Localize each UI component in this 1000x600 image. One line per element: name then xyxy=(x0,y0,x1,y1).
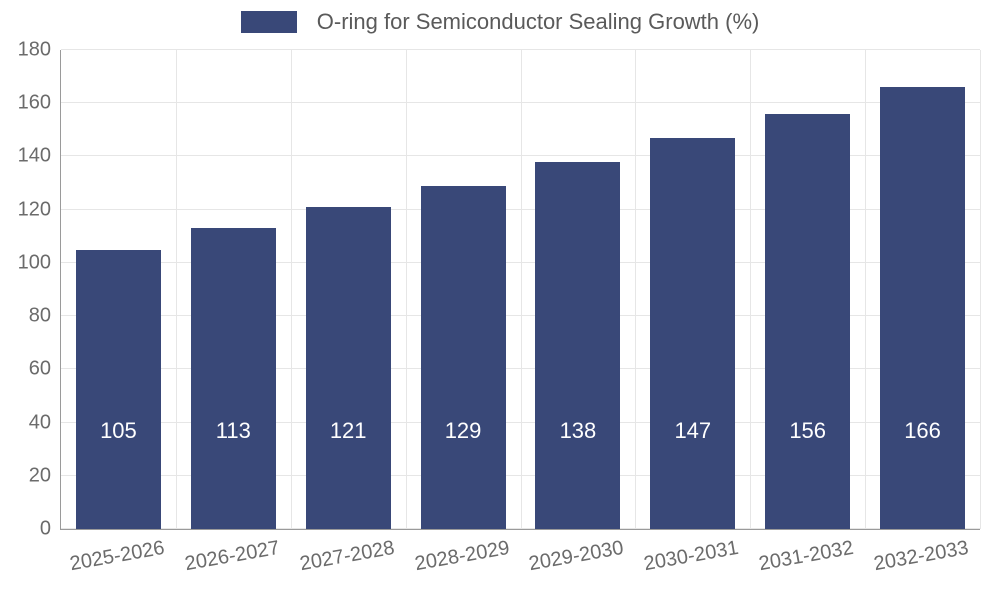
y-tick-label: 60 xyxy=(29,358,61,381)
bar: 166 xyxy=(880,87,965,529)
bar-value-label: 121 xyxy=(306,418,391,444)
legend-swatch xyxy=(241,11,297,33)
y-tick-label: 20 xyxy=(29,464,61,487)
x-tick-label: 2029-2030 xyxy=(526,529,626,576)
vgrid-line xyxy=(865,50,866,529)
bar: 105 xyxy=(76,250,161,529)
vgrid-line xyxy=(176,50,177,529)
vgrid-line xyxy=(750,50,751,529)
y-tick-label: 120 xyxy=(18,198,61,221)
x-tick-label: 2031-2032 xyxy=(756,529,856,576)
y-tick-label: 80 xyxy=(29,305,61,328)
vgrid-line xyxy=(635,50,636,529)
x-tick-label: 2030-2031 xyxy=(641,529,741,576)
plot-area: 0 20 40 60 80 100 120 140 160 180 105113… xyxy=(60,50,980,530)
bar: 129 xyxy=(421,186,506,529)
bar-value-label: 129 xyxy=(421,418,506,444)
bar: 121 xyxy=(306,207,391,529)
vgrid-line xyxy=(291,50,292,529)
y-tick-label: 160 xyxy=(18,92,61,115)
bar-value-label: 138 xyxy=(535,418,620,444)
x-tick-label: 2026-2027 xyxy=(182,529,282,576)
y-tick-label: 140 xyxy=(18,145,61,168)
y-tick-label: 40 xyxy=(29,411,61,434)
bar-value-label: 147 xyxy=(650,418,735,444)
legend: O-ring for Semiconductor Sealing Growth … xyxy=(0,8,1000,35)
y-tick-label: 180 xyxy=(18,39,61,62)
bar: 113 xyxy=(191,228,276,529)
bar-value-label: 105 xyxy=(76,418,161,444)
y-tick-label: 100 xyxy=(18,251,61,274)
x-tick-label: 2032-2033 xyxy=(871,529,971,576)
x-tick-label: 2027-2028 xyxy=(296,529,396,576)
bar: 138 xyxy=(535,162,620,529)
x-tick-label: 2025-2026 xyxy=(67,529,167,576)
legend-label: O-ring for Semiconductor Sealing Growth … xyxy=(317,9,760,35)
vgrid-line xyxy=(980,50,981,529)
bar: 147 xyxy=(650,138,735,529)
bar-value-label: 113 xyxy=(191,418,276,444)
bar-value-label: 166 xyxy=(880,418,965,444)
bar: 156 xyxy=(765,114,850,529)
vgrid-line xyxy=(521,50,522,529)
x-tick-label: 2028-2029 xyxy=(411,529,511,576)
y-tick-label: 0 xyxy=(40,518,61,541)
chart-container: O-ring for Semiconductor Sealing Growth … xyxy=(0,0,1000,600)
vgrid-line xyxy=(406,50,407,529)
bar-value-label: 156 xyxy=(765,418,850,444)
